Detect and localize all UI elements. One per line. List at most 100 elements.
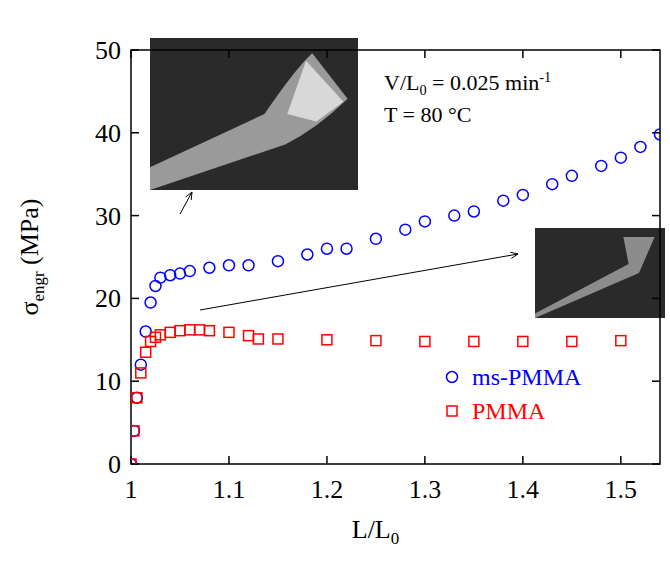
data-point [204, 262, 215, 273]
data-point [145, 297, 156, 308]
series [131, 129, 660, 464]
y-tick [131, 215, 139, 217]
x-tick [522, 50, 524, 58]
data-point [469, 336, 479, 346]
y-tick-label: 10 [95, 367, 121, 396]
x-tick-label: 1.5 [605, 475, 638, 504]
inset-photo [150, 38, 358, 190]
y-tick [652, 49, 660, 51]
x-tick [130, 456, 132, 464]
x-tick [620, 456, 622, 464]
data-point [131, 392, 142, 403]
y-tick [131, 132, 139, 134]
data-point [155, 330, 165, 340]
legend-marker [447, 372, 458, 383]
data-point [273, 334, 283, 344]
y-tick [131, 380, 139, 382]
data-area [131, 129, 660, 464]
y-axis-title: engr [29, 271, 48, 301]
data-point [615, 152, 626, 163]
data-point [184, 266, 195, 277]
data-point [132, 393, 142, 403]
data-point [566, 170, 577, 181]
x-tick-label: 1.4 [507, 475, 540, 504]
y-tick-label: 40 [95, 119, 121, 148]
data-point [302, 249, 313, 260]
data-point [321, 243, 332, 254]
data-point [370, 233, 381, 244]
data-point [518, 336, 528, 346]
x-tick [228, 50, 230, 58]
data-point [547, 179, 558, 190]
data-point [272, 256, 283, 267]
arrow [180, 192, 192, 214]
annotation: T = 80 °C [384, 102, 471, 127]
x-axis-title: L/L [352, 515, 391, 544]
y-tick-label: 30 [95, 202, 121, 231]
data-point [204, 326, 214, 336]
arrow [200, 252, 518, 310]
annotation: V/L0 = 0.025 min-1 [384, 69, 551, 98]
x-tick [424, 50, 426, 58]
data-point [420, 336, 430, 346]
data-point [131, 459, 137, 465]
y-tick-label: 50 [95, 36, 121, 65]
data-point [253, 334, 263, 344]
data-point [131, 459, 136, 464]
x-tick [130, 50, 132, 58]
data-point [140, 326, 151, 337]
y-axis-title: σ [15, 301, 44, 315]
data-point [224, 327, 234, 337]
x-tick [228, 456, 230, 464]
data-point [150, 280, 161, 291]
data-point [517, 189, 528, 200]
data-point [596, 160, 607, 171]
data-point [371, 336, 381, 346]
x-axis-title: L/L0 [352, 515, 399, 548]
annotation: 0 [419, 82, 426, 98]
annotation: -1 [539, 69, 551, 85]
chart: 11.11.21.31.41.501020304050L/L0σengr (MP… [0, 0, 670, 574]
x-tick [522, 456, 524, 464]
x-tick-label: 1.2 [311, 475, 344, 504]
inset-photo [535, 228, 665, 318]
y-tick [652, 463, 660, 465]
annotation: T = 80 °C [384, 102, 471, 127]
legend-marker [447, 406, 457, 416]
legend: ms-PMMA PMMA [447, 364, 583, 424]
legend-label: ms-PMMA [472, 364, 582, 390]
x-tick [326, 50, 328, 58]
y-tick [652, 298, 660, 300]
data-point [567, 336, 577, 346]
y-tick [131, 49, 139, 51]
data-point [635, 141, 646, 152]
y-axis-title: σengr (MPa) [15, 199, 48, 316]
data-point [185, 325, 195, 335]
y-tick [652, 215, 660, 217]
data-point [136, 368, 146, 378]
y-tick-label: 20 [95, 284, 121, 313]
data-point [449, 210, 460, 221]
data-point [498, 195, 509, 206]
y-tick [131, 463, 139, 465]
legend-label: PMMA [472, 398, 546, 424]
data-point [243, 260, 254, 271]
data-point [131, 426, 139, 436]
y-tick [652, 380, 660, 382]
x-axis-title: 0 [391, 529, 399, 548]
annotation: V/L [384, 70, 419, 95]
annotation: = 0.025 min [427, 70, 540, 95]
data-point [165, 327, 175, 337]
data-point [175, 326, 185, 336]
y-tick-label: 0 [108, 450, 121, 479]
data-point [655, 129, 661, 140]
data-point [223, 260, 234, 271]
x-tick-label: 1.3 [409, 475, 442, 504]
x-tick [620, 50, 622, 58]
data-point [244, 331, 254, 341]
plot-frame [131, 50, 660, 464]
y-tick [652, 132, 660, 134]
data-point [419, 216, 430, 227]
data-point [616, 336, 626, 346]
series [131, 325, 626, 464]
